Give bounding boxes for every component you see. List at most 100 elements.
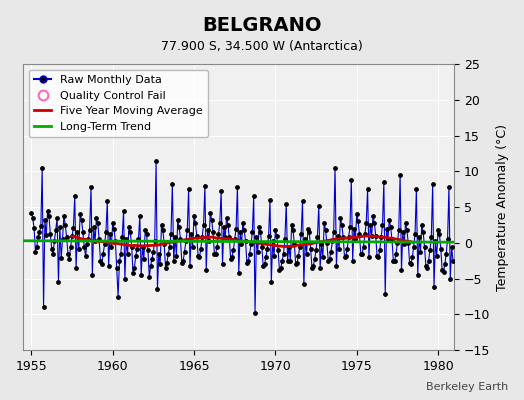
Point [311,256,319,262]
Point [258,243,266,250]
Point [350,226,358,232]
Point [327,248,335,255]
Point [201,182,209,189]
Point [412,186,421,192]
Point [74,246,83,252]
Point [95,236,103,242]
Point [381,291,389,298]
Point [196,246,205,252]
Point [411,231,419,238]
Point [119,208,128,214]
Point [342,253,350,259]
Point [268,238,277,245]
Point [361,231,369,238]
Point [248,229,257,235]
Point [265,232,273,239]
Point [141,227,149,233]
Point [403,227,411,233]
Point [243,260,251,266]
Y-axis label: Temperature Anomaly (°C): Temperature Anomaly (°C) [496,124,509,291]
Point [90,224,98,230]
Point [300,281,308,288]
Point [348,258,357,264]
Point [189,243,197,250]
Point [190,212,198,219]
Point [152,158,160,164]
Point [42,232,50,238]
Point [263,246,271,252]
Point [399,229,407,235]
Point [305,229,313,235]
Point [117,250,125,257]
Point [334,232,342,239]
Point [260,261,269,268]
Point [261,254,270,260]
Point [122,236,130,242]
Point [231,236,239,242]
Point [298,198,307,205]
Point [48,246,56,252]
Point [150,238,159,245]
Point [217,188,225,194]
Point [390,258,399,264]
Point [103,198,112,205]
Point [38,164,47,171]
Point [307,246,315,252]
Point [195,254,204,260]
Point [415,234,423,240]
Point [91,238,99,245]
Point [148,256,156,262]
Point [406,260,414,266]
Point [221,234,230,240]
Point [245,250,254,257]
Point [279,250,288,257]
Point [79,229,87,235]
Point [346,224,354,230]
Point [56,224,64,230]
Point [159,227,167,233]
Point [420,243,429,250]
Point [255,224,263,230]
Point [125,224,133,230]
Point [132,253,140,259]
Point [53,215,61,221]
Point [432,253,441,259]
Point [149,248,158,255]
Point [325,256,334,262]
Point [242,238,250,245]
Point [163,260,171,266]
Point [294,253,303,259]
Text: 77.900 S, 34.500 W (Antarctica): 77.900 S, 34.500 W (Antarctica) [161,40,363,53]
Point [251,310,259,316]
Point [167,231,175,238]
Point [87,184,95,190]
Point [355,231,364,238]
Point [404,240,412,246]
Point [219,261,227,268]
Point [339,234,347,240]
Point [145,274,154,280]
Point [126,229,135,235]
Point [441,261,449,268]
Point [378,222,387,228]
Point [99,250,107,257]
Point [320,220,329,226]
Point [383,226,391,232]
Point [168,181,177,188]
Point [37,223,45,230]
Point [127,243,136,250]
Point [43,208,52,214]
Point [397,267,406,273]
Point [328,238,336,245]
Point [423,265,431,271]
Point [176,236,184,242]
Point [362,220,370,226]
Point [114,294,122,300]
Point [321,227,330,233]
Point [182,238,190,245]
Point [323,240,331,246]
Point [166,243,174,250]
Point [161,265,170,271]
Point [439,268,447,275]
Point [293,260,301,266]
